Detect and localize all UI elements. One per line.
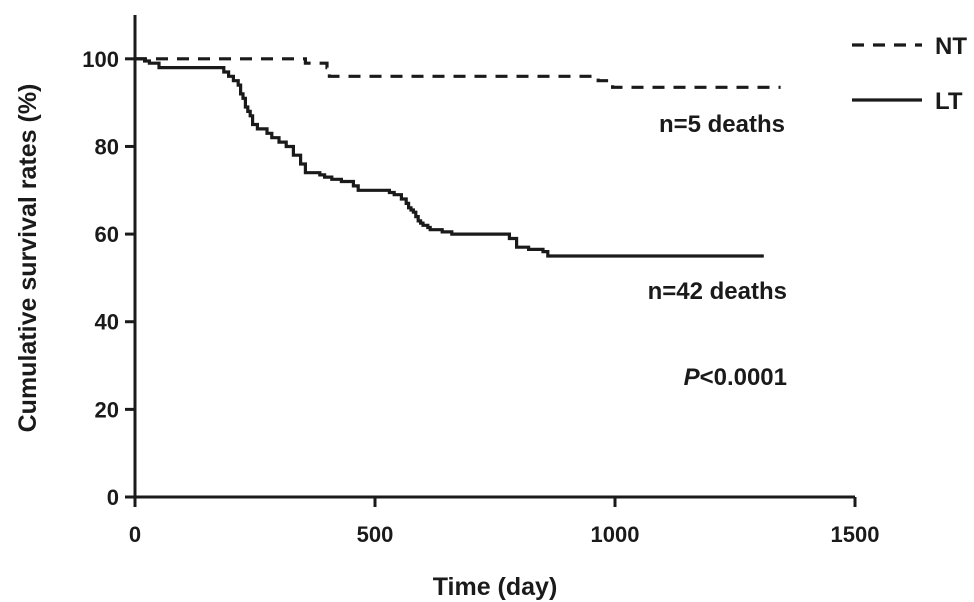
legend-label-lt: LT: [935, 88, 963, 115]
x-tick-label: 500: [357, 522, 394, 547]
lt-deaths-label: n=42 deaths: [648, 278, 787, 305]
p-value-label: P<0.0001: [684, 364, 787, 391]
annotations: n=5 deaths n=42 deaths P<0.0001: [648, 111, 787, 391]
p-value: <0.0001: [700, 364, 787, 391]
y-tick-label: 60: [95, 222, 119, 247]
x-tick-label: 1500: [831, 522, 880, 547]
legend: NT LT: [852, 33, 967, 115]
x-tick-label: 1000: [591, 522, 640, 547]
y-tick-label: 0: [107, 485, 119, 510]
y-tick-label: 100: [82, 47, 119, 72]
x-tick-label: 0: [129, 522, 141, 547]
nt-deaths-label: n=5 deaths: [659, 111, 785, 138]
legend-label-nt: NT: [935, 33, 967, 60]
y-axis-label: Cumulative survival rates (%): [14, 84, 42, 433]
x-axis-label: Time (day): [433, 573, 558, 601]
series-lt-curve: [135, 57, 764, 258]
plot-area: [135, 57, 781, 258]
p-symbol: P: [684, 364, 701, 391]
y-tick-label: 20: [95, 397, 119, 422]
series-nt-curve: [135, 57, 781, 89]
y-tick-label: 80: [95, 134, 119, 159]
y-tick-label: 40: [95, 310, 119, 335]
